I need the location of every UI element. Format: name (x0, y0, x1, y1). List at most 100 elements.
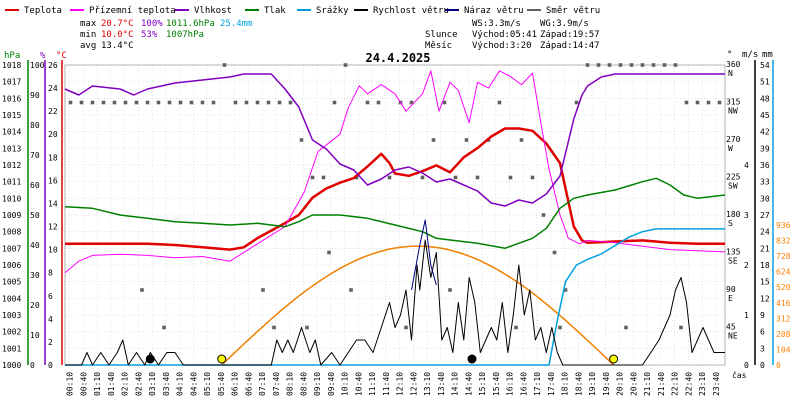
legend-label: Tlak (264, 6, 286, 16)
sun-set-marker (609, 354, 619, 364)
rain-intensity-tick-label: 624 (776, 268, 791, 277)
series-line-wind (65, 239, 725, 366)
pressure-tick-label: 1016 (2, 94, 21, 103)
stat-sun-set: Západ:19:57 (540, 30, 600, 40)
wind-direction-point (112, 100, 117, 105)
pressure-tick-label: 1007 (2, 244, 21, 253)
stat-moon-rise: Východ:3:20 (472, 41, 532, 51)
temperature-tick-label: 24 (48, 84, 58, 93)
wind-direction-point (310, 175, 315, 180)
x-tick-label: 21:40 (657, 372, 666, 396)
wind-direction-point (79, 100, 84, 105)
stat-max-rain: 25.4mm (220, 19, 253, 29)
pressure-unit: hPa (4, 51, 20, 61)
legend-item: Vlhkost (175, 6, 232, 16)
pressure-tick-label: 1002 (2, 328, 21, 337)
rain-tick-label: 30 (760, 194, 770, 203)
legend-item: Tlak (245, 6, 286, 16)
stats-panel: max 20.7°C 100% 1011.6hPa 25.4mm min 10.… (80, 19, 600, 51)
x-tick-label: 19:10 (588, 372, 597, 396)
direction-tick-deg: 315 (726, 98, 741, 107)
direction-tick-dir: E (728, 294, 733, 303)
rain-tick-label: 33 (760, 178, 770, 187)
x-tick-label: 15:10 (478, 372, 487, 396)
pressure-tick-label: 1013 (2, 144, 21, 153)
x-tick-label: 12:10 (396, 372, 405, 396)
x-tick-label: 21:10 (643, 372, 652, 396)
x-tick-label: 18:40 (574, 372, 583, 396)
x-tick-label: 17:40 (547, 372, 556, 396)
wind-direction-point (618, 63, 623, 67)
x-tick-label: 16:40 (519, 372, 528, 396)
humidity-tick-label: 20 (30, 301, 40, 310)
x-tick-label: 14:40 (464, 372, 473, 396)
x-tick-label: 09:10 (313, 372, 322, 396)
rain-tick-label: 3 (760, 344, 765, 353)
direction-unit: ° (727, 50, 732, 60)
wind-direction-point (261, 288, 265, 292)
direction-tick-deg: 180 (726, 210, 741, 219)
wind-direction-point (629, 63, 634, 67)
wind-direction-point (68, 100, 73, 105)
legend-label: Směr větru (546, 6, 600, 16)
wind-direction-point (695, 100, 700, 105)
rain-tick-label: 6 (760, 328, 765, 337)
stat-avg-label: avg (80, 41, 96, 51)
wind-direction-point (624, 325, 628, 330)
series-line-hum (64, 73, 725, 207)
x-tick-label: 22:40 (684, 372, 693, 396)
rain-tick-label: 27 (760, 211, 770, 220)
rain-tick-label: 9 (760, 311, 765, 320)
x-tick-label: 13:40 (437, 372, 446, 396)
x-tick-label: 01:10 (93, 372, 102, 396)
wind-direction-point (558, 325, 562, 330)
direction-tick-dir: NW (728, 107, 738, 116)
x-tick-label: 07:40 (272, 372, 281, 396)
stat-min-label: min (80, 30, 96, 40)
wind-direction-point (530, 175, 535, 180)
rain-intensity-tick-label: 104 (776, 345, 791, 354)
wind-direction-point (101, 100, 106, 105)
x-tick-label: 02:10 (121, 372, 130, 396)
legend-item: Srážky (297, 6, 349, 16)
temperature-tick-label: 20 (48, 130, 58, 139)
wind-direction-point (321, 175, 326, 180)
series-layer (64, 63, 726, 366)
rain-unit: mm (762, 50, 773, 60)
sun-rise-marker (217, 354, 227, 364)
wind-direction-point (266, 100, 271, 105)
rain-intensity-tick-label: 416 (776, 299, 791, 308)
legend-label: Náraz větru (464, 6, 524, 16)
pressure-tick-label: 1005 (2, 278, 21, 287)
temperature-tick-label: 8 (48, 269, 53, 278)
wind-direction-point (376, 100, 381, 105)
chart-title: 24.4.2025 (365, 51, 430, 65)
wind-direction-point (497, 100, 502, 105)
stat-min-temp: 10.0°C (101, 30, 134, 40)
legend-item: Přízemní teplota (70, 6, 176, 16)
wind-tick-label: 0 (744, 361, 749, 370)
wind-direction-point (327, 250, 331, 255)
direction-tick-dir: N (728, 69, 733, 78)
series-line-gust (411, 219, 437, 291)
wind-direction-point (244, 100, 249, 105)
humidity-tick-label: 90 (30, 91, 40, 100)
rain-tick-label: 21 (760, 244, 770, 253)
legend-label: Teplota (24, 6, 62, 16)
rain-tick-label: 51 (760, 78, 770, 87)
x-tick-label: 06:10 (231, 372, 240, 396)
humidity-tick-label: 60 (30, 181, 40, 190)
humidity-tick-label: 0 (30, 361, 35, 370)
rain-intensity-tick-label: 0 (776, 361, 781, 370)
wind-direction-point (464, 138, 469, 142)
wind-direction-point (574, 100, 579, 105)
moon-rise-marker (145, 354, 155, 364)
stat-moon-set: Západ:14:47 (540, 41, 600, 51)
rain-intensity-tick-label: 312 (776, 314, 791, 323)
pressure-tick-label: 1008 (2, 228, 21, 237)
pressure-tick-label: 1018 (2, 61, 21, 70)
x-tick-label: 00:40 (79, 372, 88, 396)
x-tick-label: 04:10 (176, 372, 185, 396)
wind-direction-point (679, 325, 683, 330)
x-tick-label: 15:40 (492, 372, 501, 396)
